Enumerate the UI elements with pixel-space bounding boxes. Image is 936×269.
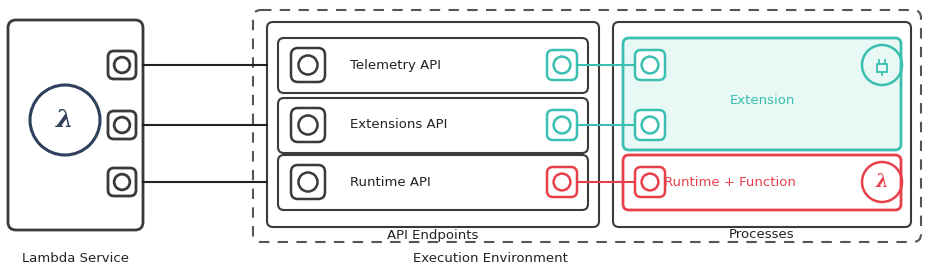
FancyBboxPatch shape	[547, 167, 577, 197]
FancyBboxPatch shape	[622, 38, 900, 150]
Text: Extension: Extension	[728, 94, 794, 107]
Text: Runtime API: Runtime API	[350, 175, 431, 189]
FancyBboxPatch shape	[108, 111, 136, 139]
FancyBboxPatch shape	[635, 167, 665, 197]
Text: Execution Environment: Execution Environment	[412, 252, 567, 264]
FancyBboxPatch shape	[547, 110, 577, 140]
FancyBboxPatch shape	[547, 50, 577, 80]
FancyBboxPatch shape	[291, 48, 325, 82]
FancyBboxPatch shape	[108, 168, 136, 196]
FancyBboxPatch shape	[291, 165, 325, 199]
FancyBboxPatch shape	[291, 108, 325, 142]
FancyBboxPatch shape	[108, 51, 136, 79]
Text: API Endpoints: API Endpoints	[387, 228, 478, 242]
Text: Lambda Service: Lambda Service	[22, 252, 128, 264]
Text: Processes: Processes	[728, 228, 794, 242]
Text: λ: λ	[875, 173, 887, 191]
Text: Telemetry API: Telemetry API	[350, 58, 441, 72]
FancyBboxPatch shape	[635, 50, 665, 80]
FancyBboxPatch shape	[635, 110, 665, 140]
Text: Runtime + Function: Runtime + Function	[664, 175, 795, 189]
Text: λ: λ	[56, 108, 74, 132]
Text: Extensions API: Extensions API	[350, 119, 446, 132]
